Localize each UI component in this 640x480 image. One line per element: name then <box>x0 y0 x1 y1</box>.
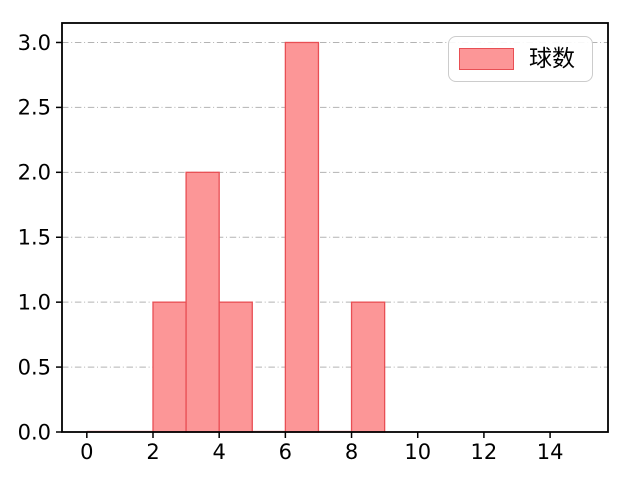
x-tick-label: 0 <box>80 440 93 464</box>
x-tick-label: 6 <box>279 440 292 464</box>
x-tick-label: 12 <box>471 440 498 464</box>
legend-color-patch <box>459 48 514 70</box>
histogram-bar <box>284 41 320 433</box>
histogram-bar <box>218 301 253 433</box>
histogram-bar <box>350 301 386 433</box>
y-tick-label: 0.0 <box>18 420 51 444</box>
x-tick-label: 8 <box>345 440 358 464</box>
histogram-bar <box>152 301 187 433</box>
y-tick-label: 0.5 <box>18 355 51 379</box>
x-tick-label: 14 <box>537 440 564 464</box>
x-tick-label: 4 <box>212 440 225 464</box>
x-tick-label: 2 <box>146 440 159 464</box>
y-tick-label: 3.0 <box>18 31 51 55</box>
histogram-bar <box>185 171 220 433</box>
y-tick-label: 1.0 <box>18 291 51 315</box>
legend: 球数 <box>448 36 593 82</box>
legend-label: 球数 <box>529 45 575 72</box>
y-tick-label: 2.5 <box>18 96 51 120</box>
y-tick-label: 1.5 <box>18 226 51 250</box>
x-tick-label: 10 <box>404 440 431 464</box>
axes-spines <box>61 22 609 433</box>
y-tick-label: 2.0 <box>18 161 51 185</box>
